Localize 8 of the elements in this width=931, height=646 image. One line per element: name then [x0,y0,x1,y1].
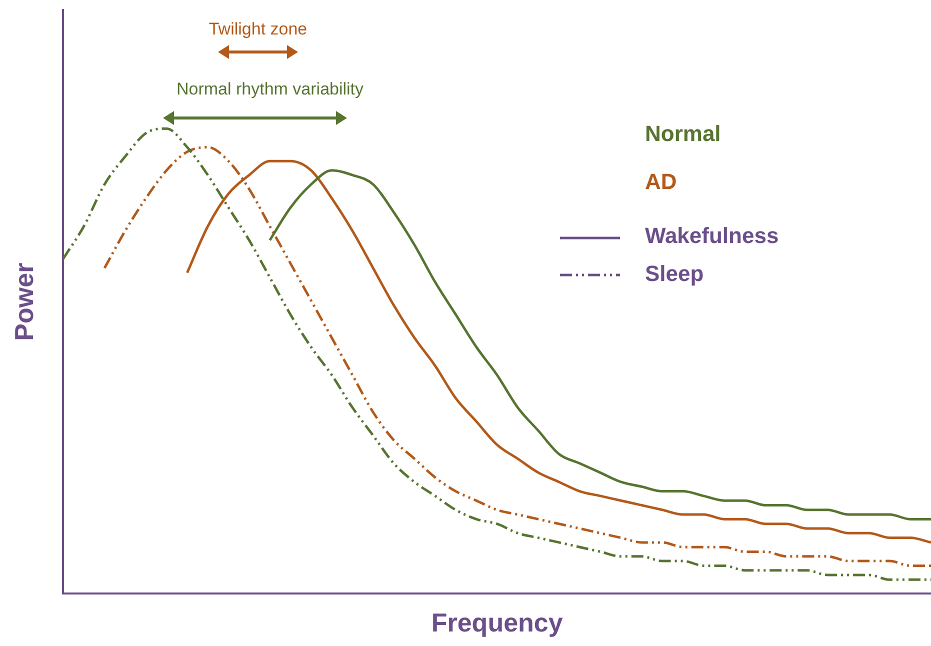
annotation: Normal [645,121,721,146]
y-axis-title: Power [8,262,39,341]
annotation: Wakefulness [645,223,779,248]
text: Normal rhythm variability [176,80,364,99]
annotation: Sleep [645,261,704,286]
x-axis-title: Frequency [431,608,564,638]
annotation: AD [645,169,677,194]
text: Twilight zone [208,20,308,39]
